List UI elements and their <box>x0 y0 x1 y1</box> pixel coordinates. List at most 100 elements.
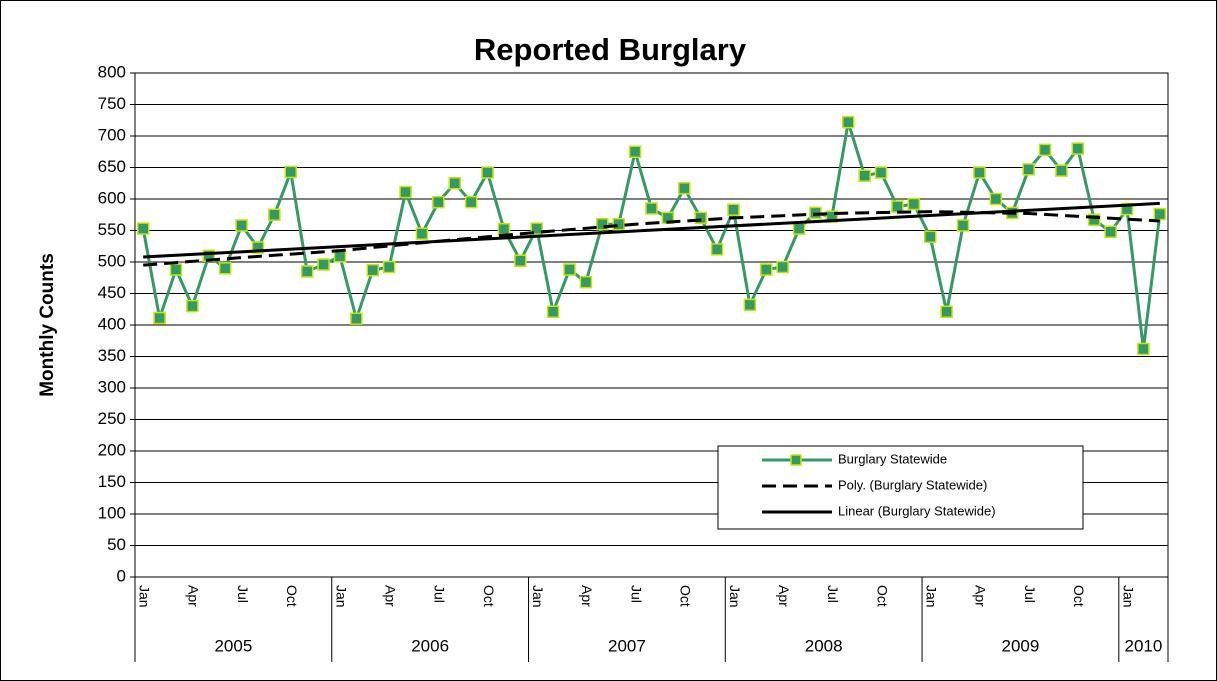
data-marker <box>464 195 478 209</box>
y-tick-label: 300 <box>98 377 126 396</box>
trend-line <box>143 210 1160 267</box>
x-tick-label: Jan <box>727 585 743 608</box>
group-label: 2007 <box>608 636 646 655</box>
data-marker <box>235 219 248 232</box>
data-marker <box>1087 213 1101 227</box>
data-marker <box>432 195 445 209</box>
chart-title: Reported Burglary <box>474 32 747 67</box>
y-tick-label: 800 <box>98 62 126 81</box>
data-marker <box>956 219 970 232</box>
legend-label: Burglary Statewide <box>838 451 947 466</box>
group-label: 2008 <box>805 636 843 655</box>
data-marker <box>760 263 773 276</box>
x-tick-label: Jan <box>333 585 349 608</box>
data-marker <box>415 227 429 240</box>
data-marker <box>399 185 412 199</box>
x-tick-label: Jul <box>235 585 251 603</box>
x-tick-label: Oct <box>1071 585 1087 607</box>
group-label: 2006 <box>411 636 449 655</box>
data-marker <box>727 203 740 216</box>
x-tick-label: Jul <box>432 585 448 603</box>
data-marker <box>136 222 150 235</box>
data-marker <box>317 258 330 271</box>
x-tick-label: Apr <box>973 585 989 607</box>
data-marker <box>481 166 494 179</box>
y-tick-label: 550 <box>98 220 126 239</box>
group-label: 2010 <box>1124 636 1162 655</box>
data-marker <box>366 263 380 277</box>
data-marker <box>645 202 658 215</box>
data-marker <box>940 305 953 319</box>
data-marker <box>694 211 707 225</box>
y-tick-label: 700 <box>98 125 126 144</box>
data-marker <box>776 260 789 274</box>
data-marker <box>350 312 363 325</box>
x-tick-label: Jul <box>825 585 841 603</box>
data-marker <box>792 222 806 235</box>
y-tick-label: 500 <box>98 251 126 270</box>
data-marker <box>678 182 691 195</box>
data-marker <box>333 250 347 263</box>
x-tick-label: Jan <box>924 585 940 608</box>
legend-label: Poly. (Burglary Statewide) <box>838 477 987 492</box>
y-tick-label: 100 <box>98 503 126 522</box>
x-tick-label: Oct <box>284 585 300 607</box>
data-marker <box>612 217 625 231</box>
trend-line <box>143 201 1160 259</box>
data-marker <box>907 197 921 211</box>
y-tick-label: 400 <box>98 314 126 333</box>
x-tick-label: Apr <box>776 585 792 607</box>
x-tick-label: Jan <box>1120 585 1136 608</box>
data-marker <box>514 254 527 267</box>
data-marker <box>1104 225 1117 239</box>
x-tick-label: Apr <box>579 585 595 607</box>
data-marker <box>268 208 281 221</box>
x-tick-label: Jan <box>136 585 152 608</box>
x-tick-label: Apr <box>382 585 398 607</box>
data-marker <box>1153 207 1167 221</box>
data-marker <box>710 243 724 256</box>
data-marker <box>300 265 314 278</box>
data-marker <box>382 260 396 274</box>
data-marker <box>891 200 904 213</box>
data-marker <box>628 145 642 158</box>
data-marker <box>743 298 757 312</box>
legend-marker <box>790 454 802 466</box>
y-tick-label: 600 <box>98 188 126 207</box>
legend-label: Linear (Burglary Statewide) <box>838 503 996 518</box>
y-tick-label: 150 <box>98 472 126 491</box>
data-marker <box>1120 202 1134 216</box>
data-marker <box>448 177 461 190</box>
x-tick-label: Apr <box>186 585 202 607</box>
data-marker <box>497 222 511 236</box>
data-marker <box>842 115 855 129</box>
x-tick-label: Oct <box>481 585 497 607</box>
data-marker <box>153 311 166 325</box>
y-tick-label: 50 <box>107 535 126 554</box>
data-marker <box>858 169 871 182</box>
data-marker <box>874 166 888 179</box>
x-tick-label: Oct <box>874 585 890 607</box>
y-tick-label: 250 <box>98 409 126 428</box>
data-marker <box>579 275 593 289</box>
x-tick-label: Oct <box>678 585 694 607</box>
data-marker <box>1137 342 1150 356</box>
data-marker <box>596 217 609 231</box>
x-tick-label: Jan <box>530 585 546 608</box>
y-tick-label: 650 <box>98 157 126 176</box>
data-marker <box>563 263 576 276</box>
y-tick-label: 750 <box>98 94 126 113</box>
data-marker <box>1071 142 1085 155</box>
data-marker <box>1055 164 1068 177</box>
x-tick-label: Jul <box>628 585 644 603</box>
data-marker <box>989 192 1003 206</box>
data-marker <box>1022 163 1035 176</box>
data-marker <box>218 262 232 275</box>
data-marker <box>546 305 560 319</box>
group-label: 2005 <box>214 636 252 655</box>
y-tick-label: 0 <box>117 566 126 585</box>
data-marker <box>169 263 183 276</box>
y-axis-title: Monthly Counts <box>37 253 58 397</box>
data-marker <box>1038 143 1052 157</box>
